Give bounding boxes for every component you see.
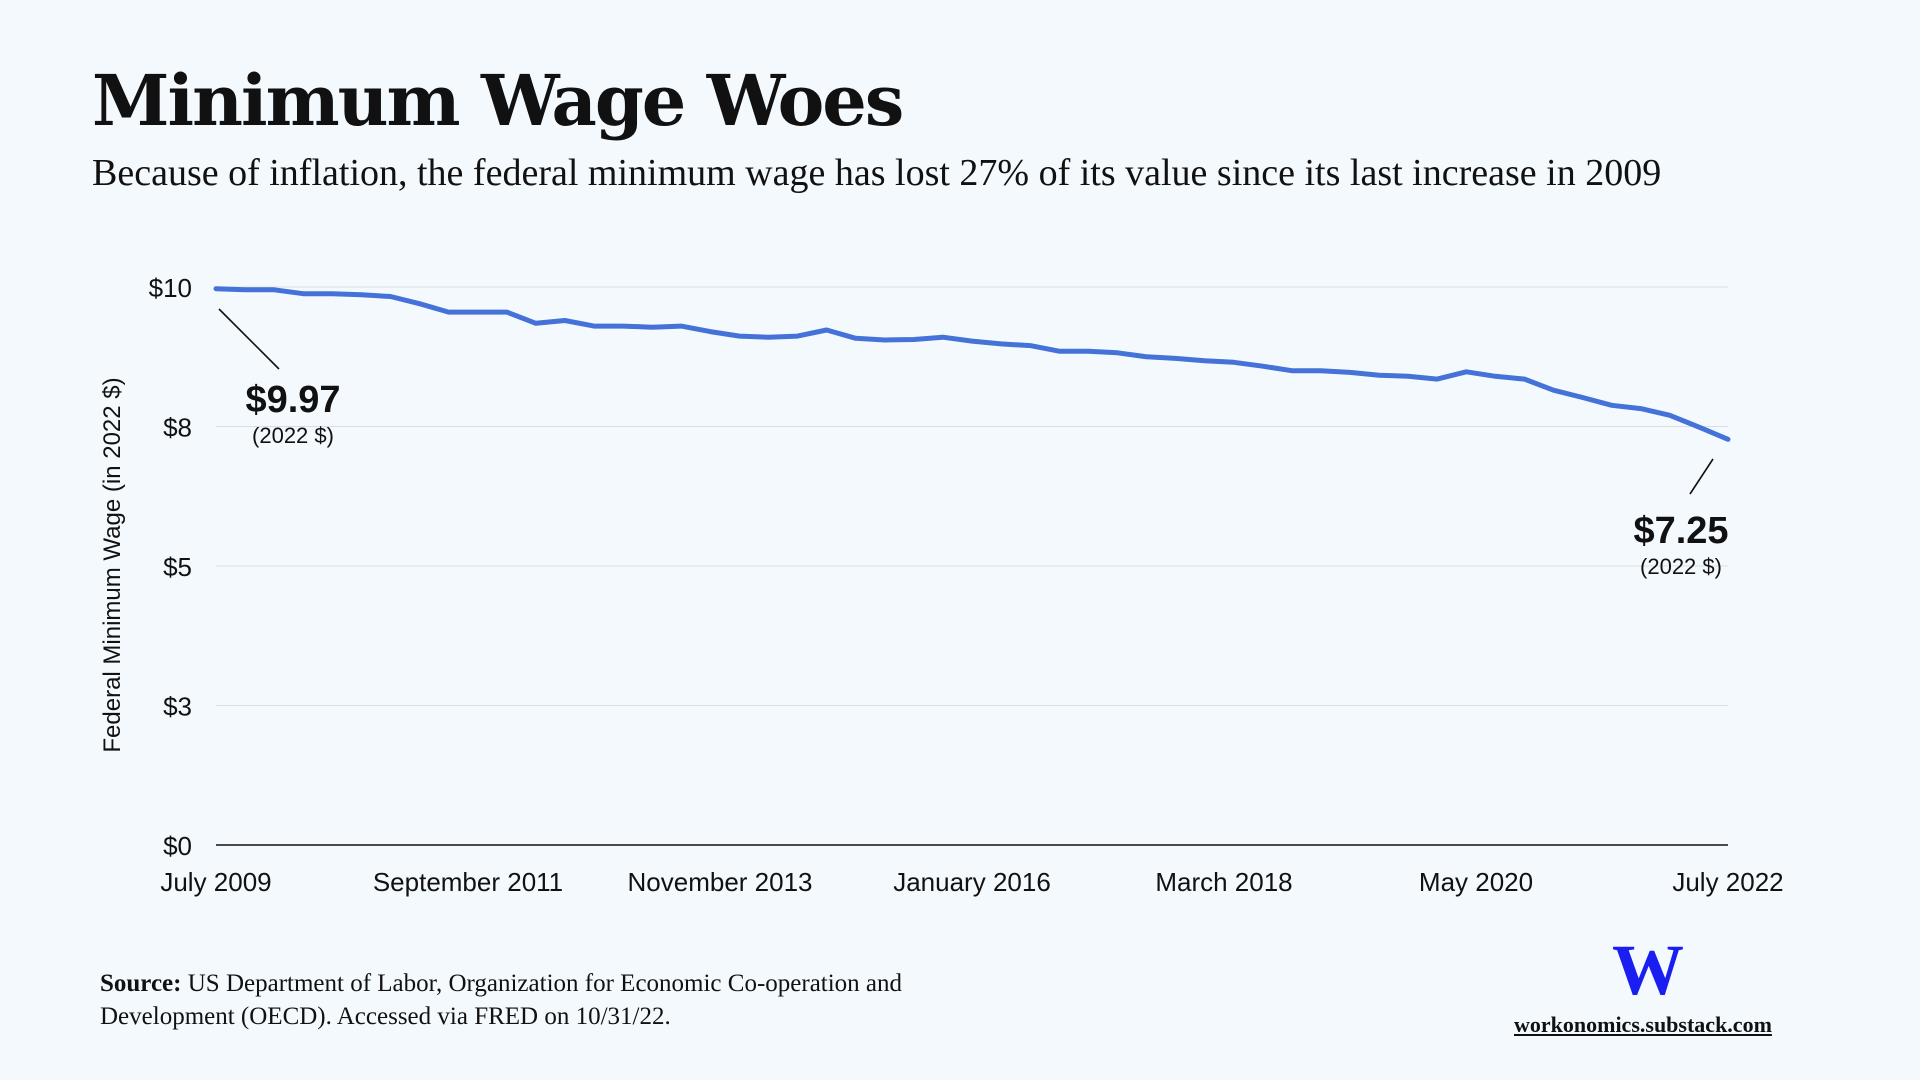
annotation-start-value: $9.97 bbox=[245, 379, 340, 421]
x-tick-label: January 2016 bbox=[893, 867, 1051, 897]
workonomics-logo: W bbox=[1612, 930, 1684, 1010]
source-text: US Department of Labor, Organization for… bbox=[100, 970, 903, 1030]
annotation-start-leader bbox=[218, 308, 280, 370]
source-label: Source: bbox=[100, 970, 182, 997]
annotation-end-unit: (2022 $) bbox=[1640, 554, 1722, 579]
source-note: Source: US Department of Labor, Organiza… bbox=[100, 967, 1020, 1033]
grid-lines bbox=[216, 286, 1728, 846]
y-tick-label: $3 bbox=[163, 692, 192, 722]
x-tick-label: November 2013 bbox=[628, 867, 813, 897]
y-tick-label: $5 bbox=[163, 552, 192, 582]
y-tick-label: $0 bbox=[163, 831, 192, 861]
series-line bbox=[213, 286, 1731, 442]
x-tick-label: July 2022 bbox=[1672, 867, 1783, 897]
site-link[interactable]: workonomics.substack.com bbox=[1514, 1012, 1772, 1037]
x-tick-label: September 2011 bbox=[373, 867, 563, 897]
annotation-start-unit: (2022 $) bbox=[252, 423, 334, 448]
y-tick-label: $8 bbox=[163, 413, 192, 443]
x-axis-tick-labels: July 2009 September 2011 November 2013 Janu… bbox=[160, 867, 1783, 897]
annotation-end-leader bbox=[1689, 458, 1714, 495]
annotation-end-value: $7.25 bbox=[1633, 510, 1728, 552]
x-tick-label: May 2020 bbox=[1419, 867, 1533, 897]
x-tick-label: March 2018 bbox=[1155, 867, 1292, 897]
y-tick-label: $10 bbox=[149, 273, 192, 303]
x-tick-label: July 2009 bbox=[160, 867, 271, 897]
chart-title: Minimum Wage Woes bbox=[92, 59, 904, 142]
y-axis-tick-labels: $0 $3 $5 $8 $10 bbox=[149, 273, 192, 861]
y-axis-label: Federal Minimum Wage (in 2022 $) bbox=[99, 377, 126, 752]
chart-subtitle: Because of inflation, the federal minimu… bbox=[92, 152, 1662, 194]
